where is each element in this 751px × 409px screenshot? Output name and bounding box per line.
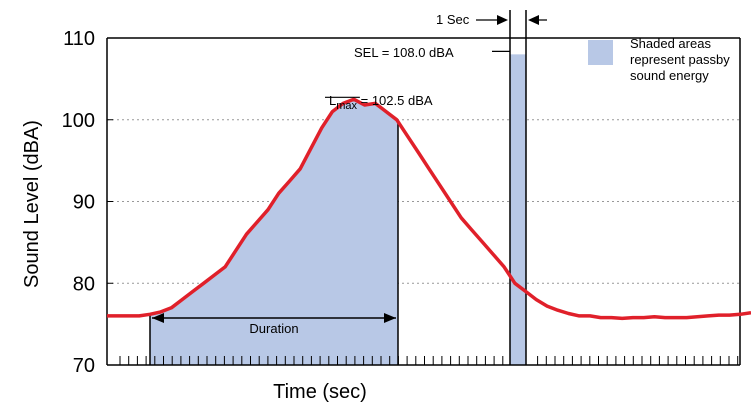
lmax-annotation: Lmax = 102.5 dBA (329, 93, 433, 112)
duration-arrow-right-head (384, 313, 396, 323)
y-tick-label: 110 (63, 28, 95, 50)
lmax-value-text: = 102.5 dBA (357, 93, 433, 108)
lmax-prefix: L (329, 93, 336, 108)
legend-line-2: represent passby (630, 52, 730, 67)
energy-shaded-area (150, 99, 398, 365)
legend-line-1: Shaded areas (630, 36, 711, 51)
one-sec-arrow-right-head (528, 15, 539, 25)
y-tick-label: 70 (73, 355, 95, 377)
legend-swatch (588, 40, 613, 65)
duration-arrow-left-head (152, 313, 164, 323)
x-axis-title: Time (sec) (273, 381, 367, 403)
y-tick-label: 80 (73, 273, 95, 295)
y-tick-label: 90 (73, 192, 95, 214)
one-sec-label: 1 Sec (436, 12, 470, 27)
duration-label: Duration (249, 321, 298, 336)
sel-annotation: SEL = 108.0 dBA (354, 45, 454, 60)
sel-bar (510, 54, 526, 365)
y-tick-label: 100 (62, 110, 95, 132)
one-sec-arrow-left-head (497, 15, 508, 25)
sound-level-line (107, 97, 751, 321)
legend-line-3: sound energy (630, 68, 709, 83)
y-axis-title: Sound Level (dBA) (21, 120, 43, 288)
lmax-subscript: max (336, 100, 357, 112)
plot-area: 70 80 90 100 110 (62, 10, 751, 377)
